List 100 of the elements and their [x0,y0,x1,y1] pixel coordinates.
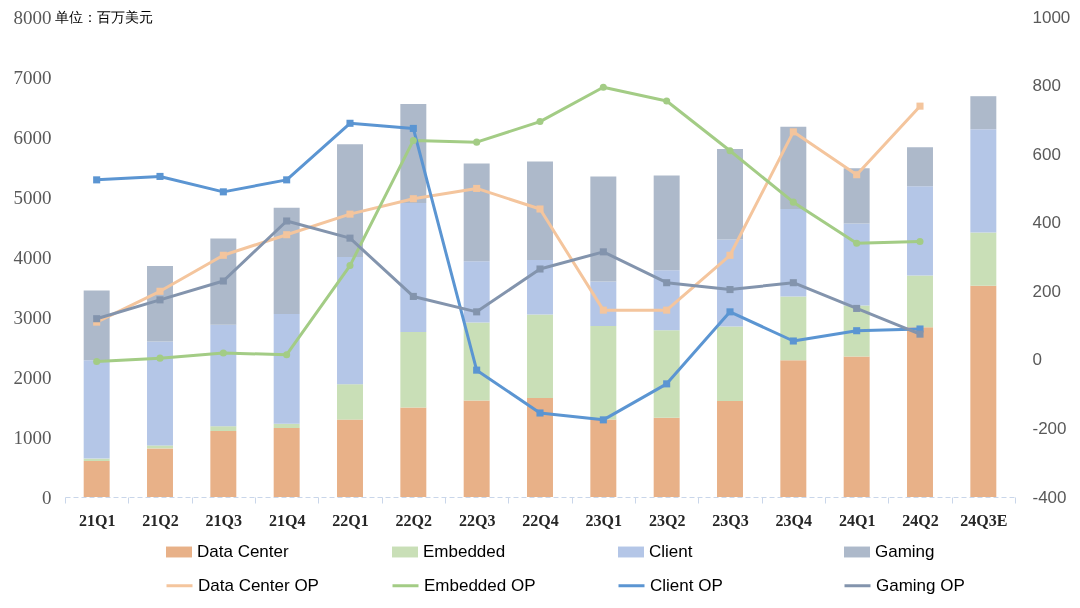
point [789,128,797,136]
bar [147,448,173,497]
bar [400,407,427,497]
bar [970,129,997,233]
bar [463,400,490,497]
point [853,304,861,312]
bar [843,168,870,224]
bar [400,203,427,332]
point [156,287,164,295]
bar [273,428,300,497]
x-tick-label: 24Q3E [960,511,1008,529]
point [853,327,861,335]
point [409,195,417,203]
bar [907,186,933,276]
bar [653,330,680,418]
y2-tick-label: 800 [1032,76,1061,96]
x-tick-label: 22Q3 [458,511,496,529]
x-tick-label: 21Q3 [205,511,243,529]
bar [210,426,237,431]
x-tick-label: 21Q4 [268,511,306,529]
y-tick-label: 7000 [13,66,52,88]
bar [780,360,807,497]
bar [83,290,110,361]
y-tick-label: 8000 [13,6,52,28]
y2-tick-label: -400 [1032,487,1067,507]
point [663,279,671,287]
point [283,217,291,225]
bar [147,445,173,449]
x-tick-label: 22Q2 [395,511,433,529]
bar [527,260,553,315]
point [599,248,607,256]
bar [970,232,997,286]
bar [907,327,933,497]
point [853,239,861,247]
y-tick-label: 3000 [13,306,52,328]
point [219,251,227,259]
point [346,262,354,270]
point [93,358,101,366]
bar [527,314,553,398]
x-tick-label: 21Q2 [142,511,179,529]
y-tick-label: 4000 [13,246,52,268]
y2-tick-label: -200 [1032,418,1067,438]
point [536,205,544,213]
bar [653,175,680,271]
bar [717,401,743,497]
bar [717,326,743,401]
point [409,136,417,144]
point [916,102,924,110]
point [409,292,417,300]
bar [653,417,680,497]
bar [83,461,110,497]
x-tick-label: 21Q1 [78,511,116,529]
point [853,171,861,179]
legend-label: Data Center [197,542,289,561]
point [916,330,924,338]
point [599,416,607,424]
bar [843,223,870,306]
y-tick-label: 0 [42,486,52,508]
y2-tick-label: 400 [1032,213,1061,233]
legend-label: Gaming OP [876,575,965,595]
bar [970,285,997,497]
point [473,184,481,192]
x-tick-label: 23Q4 [775,511,813,529]
y-tick-label: 5000 [13,186,52,208]
point [473,308,481,316]
bar [780,209,807,297]
point [789,198,797,206]
point [789,279,797,287]
bar [463,163,490,262]
bar [147,341,173,446]
bar [590,176,617,282]
bar [590,326,617,420]
point [663,97,671,105]
bar [210,431,237,497]
bar [780,296,807,361]
bar [463,261,490,323]
bar [273,423,300,428]
x-tick-label: 23Q3 [712,511,749,529]
point [726,286,734,294]
y-tick-label: 1000 [13,426,52,448]
point [409,124,417,132]
point [346,234,354,242]
point [219,277,227,285]
point [219,188,227,196]
point [599,83,607,91]
legend-label: Embedded [423,542,506,561]
bar [907,275,933,328]
point [536,265,544,273]
point [536,118,544,126]
point [473,138,481,146]
legend-label: Data Center OP [198,575,319,595]
y-axis-title: 单位：百万美元 [54,8,153,25]
point [219,349,227,357]
bar [83,360,110,459]
legend-label: Embedded OP [424,575,536,595]
bar [400,332,427,408]
point [156,172,164,180]
point [346,210,354,218]
x-tick-label: 23Q2 [648,511,686,529]
point [726,147,734,155]
